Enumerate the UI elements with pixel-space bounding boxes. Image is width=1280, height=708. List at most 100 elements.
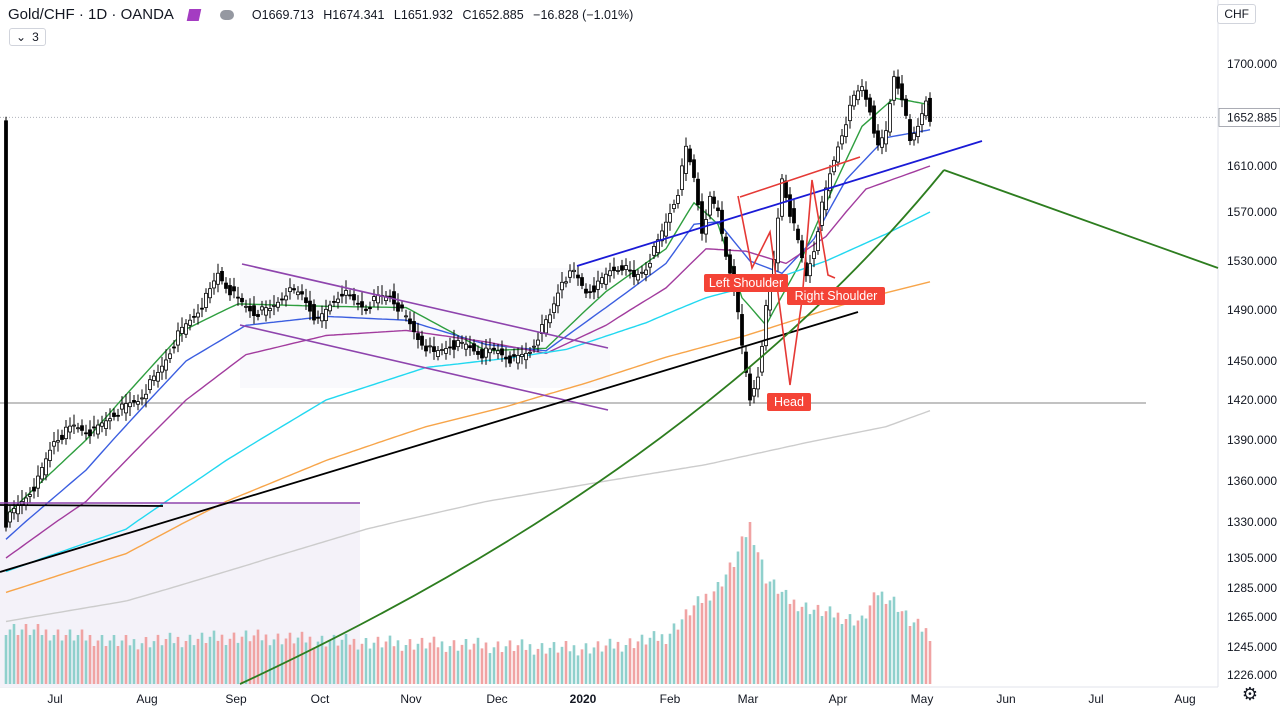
volume-bar <box>928 641 932 684</box>
volume-bar <box>764 583 768 684</box>
candle-body <box>572 269 576 273</box>
candle-body <box>324 308 328 322</box>
candle-body <box>592 285 596 293</box>
candle-body <box>836 146 840 163</box>
volume-bar <box>16 635 20 684</box>
volume-bar <box>248 641 252 684</box>
volume-bar <box>820 616 824 684</box>
candle-body <box>100 422 104 427</box>
candle-body <box>920 113 924 126</box>
volume-bar <box>888 600 892 684</box>
candle-body <box>596 280 600 290</box>
symbol-title[interactable]: Gold/CHF · 1D · OANDA <box>8 6 174 23</box>
volume-bar <box>612 648 616 684</box>
ma-line-sma_orange <box>5 281 931 594</box>
candle-body <box>168 353 172 359</box>
candle-body <box>904 98 908 116</box>
volume-bar <box>444 651 448 684</box>
annotation-label: Right Shoulder <box>787 287 885 305</box>
candle-body <box>228 285 232 296</box>
flag-icon[interactable] <box>186 8 202 21</box>
volume-bar <box>648 637 652 684</box>
hide-legend-icon[interactable] <box>219 9 234 20</box>
candle-body <box>668 213 672 223</box>
candle-body <box>632 269 636 278</box>
price-tick-label: 1570.000 <box>1227 205 1277 219</box>
candle-body <box>588 291 592 294</box>
candle-body <box>288 287 292 293</box>
low-value: 1651.932 <box>400 7 454 22</box>
candle-body <box>784 180 788 198</box>
candle-body <box>188 319 192 326</box>
candle-body <box>812 251 816 259</box>
candle-body <box>584 288 588 294</box>
close-value: 1652.885 <box>471 7 524 22</box>
volume-bar <box>132 639 136 684</box>
annotation-label: Head <box>767 393 811 411</box>
time-tick-label: Dec <box>486 692 507 706</box>
high-label: H <box>323 7 333 22</box>
candle-body <box>548 314 552 324</box>
candle-body <box>876 130 880 146</box>
volume-bar <box>488 653 492 684</box>
range-shade-2 <box>240 268 610 388</box>
candle-body <box>808 263 812 277</box>
volume-bar <box>892 596 896 684</box>
volume-bar <box>416 643 420 684</box>
candle-body <box>448 346 452 349</box>
candle-body <box>68 425 72 433</box>
volume-bar <box>684 609 688 684</box>
volume-bar <box>632 648 636 684</box>
low-label: L <box>393 7 401 22</box>
gear-icon[interactable]: ⚙ <box>1241 684 1258 704</box>
candle-body <box>488 348 492 354</box>
candle-body <box>156 372 160 382</box>
candle-body <box>752 388 756 397</box>
candle-body <box>260 306 264 311</box>
candle-body <box>508 355 512 364</box>
time-tick-label: Jul <box>1088 692 1103 706</box>
neckline-line <box>739 156 861 198</box>
candle-body <box>184 323 188 335</box>
currency-badge[interactable]: CHF <box>1217 4 1256 24</box>
volume-bar <box>608 638 612 684</box>
candle-body <box>484 347 488 358</box>
indicators-toggle[interactable]: ⌄ 3 <box>9 28 46 46</box>
close-label: C <box>462 7 472 22</box>
candle-body <box>500 348 504 356</box>
volume-bar <box>424 648 428 684</box>
volume-bar <box>320 635 324 684</box>
candle-body <box>236 296 240 299</box>
volume-bar <box>580 649 584 684</box>
candle-body <box>896 76 900 89</box>
volume-bar <box>572 645 576 684</box>
volume-bar <box>352 638 356 684</box>
volume-bar <box>768 581 772 684</box>
volume-bar <box>556 652 560 684</box>
candle-body <box>120 403 124 410</box>
ohlc-values: O1669.713 H1674.341 L1651.932 C1652.885 … <box>252 8 633 22</box>
candle-body <box>92 426 96 429</box>
candle-body <box>900 83 904 101</box>
volume-bar <box>364 638 368 684</box>
candle-body <box>880 137 884 148</box>
volume-bar <box>8 629 12 684</box>
volume-bar <box>664 644 668 684</box>
volume-bar <box>792 599 796 684</box>
volume-bar <box>192 645 196 684</box>
candle-body <box>392 291 396 305</box>
volume-bar <box>808 614 812 684</box>
price-tick-label: 1530.000 <box>1227 254 1277 268</box>
volume-bar <box>844 619 848 684</box>
volume-bar <box>912 622 916 684</box>
candle-body <box>912 133 916 141</box>
volume-bar <box>188 634 192 684</box>
volume-bar <box>176 636 180 684</box>
volume-bar <box>528 644 532 684</box>
candle-body <box>224 282 228 289</box>
volume-bar <box>372 642 376 684</box>
volume-bar <box>128 645 132 684</box>
volume-bar <box>100 635 104 684</box>
